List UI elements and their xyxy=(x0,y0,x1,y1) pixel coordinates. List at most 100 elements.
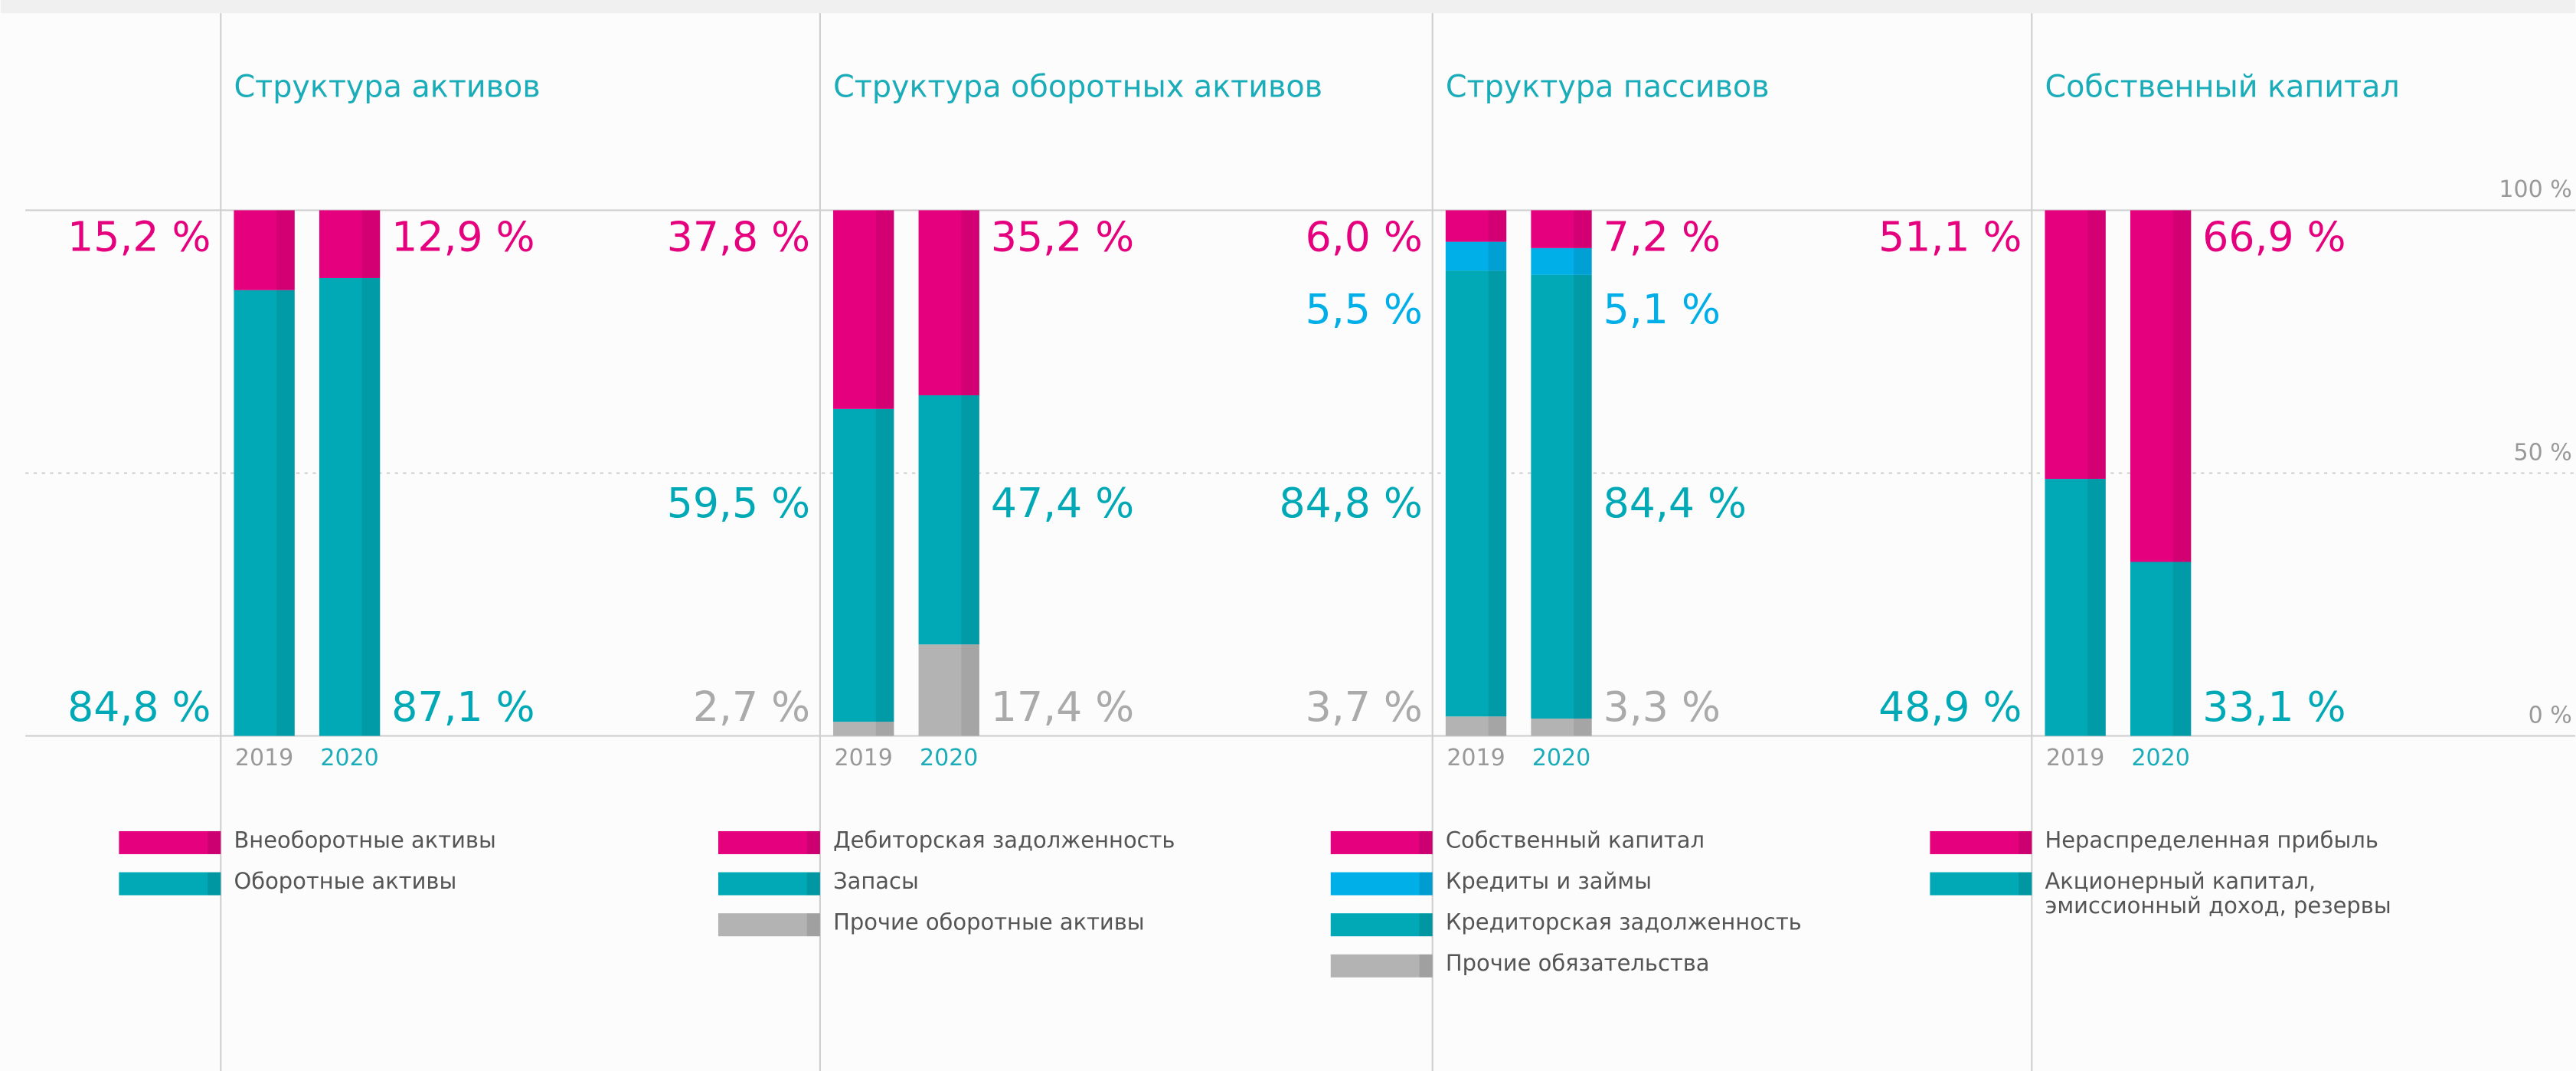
y-tick-label: 100 % xyxy=(2499,176,2571,203)
x-tick-label: 2020 xyxy=(320,745,378,771)
bar-segment xyxy=(234,290,295,736)
bar-segment xyxy=(2045,479,2106,736)
legend-item: Дебиторская задолженность xyxy=(833,829,1175,854)
bar-segment xyxy=(1531,247,1592,275)
legend-label: Внеоборотные активы xyxy=(234,829,496,854)
legend-swatch-shade xyxy=(806,830,820,854)
legend-label: Собственный капитал xyxy=(1445,829,1705,854)
value-label: 47,4 % xyxy=(991,479,1134,527)
value-label: 6,0 % xyxy=(1306,213,1423,261)
value-label: 2,7 % xyxy=(693,683,810,731)
panel-title: Структура оборотных активов xyxy=(833,69,1322,104)
x-tick-label: 2019 xyxy=(1447,745,1505,771)
legend-swatch xyxy=(718,913,820,937)
legend-swatch-shade xyxy=(208,872,221,896)
legend-label: Прочие оборотные активы xyxy=(833,912,1145,937)
bar-shade xyxy=(1574,718,1592,736)
bar-segment xyxy=(1531,718,1592,736)
legend-swatch xyxy=(1930,830,2032,854)
bar-shade xyxy=(875,210,894,409)
value-label: 15,2 % xyxy=(67,213,211,261)
bar-segment xyxy=(2045,210,2106,480)
legend-label: Кредиты и займы xyxy=(1445,870,1652,896)
bar-shade xyxy=(276,210,295,290)
legend-label: Акционерный капитал, эмиссионный доход, … xyxy=(2045,870,2391,920)
value-label: 3,7 % xyxy=(1306,683,1423,731)
bar-shade xyxy=(961,210,979,395)
bar-segment xyxy=(1531,274,1592,719)
bar-shade xyxy=(1574,210,1592,248)
bar-segment xyxy=(833,408,894,722)
top-strip xyxy=(0,0,2576,14)
legend-swatch xyxy=(119,872,221,896)
legend-swatch xyxy=(718,872,820,896)
legend-swatch xyxy=(1330,913,1433,937)
legend-label: Запасы xyxy=(833,870,919,896)
value-label: 17,4 % xyxy=(991,683,1134,731)
legend-swatch-shade xyxy=(1419,830,1433,854)
legend-swatch xyxy=(1330,954,1433,978)
legend-item: Оборотные активы xyxy=(234,870,457,896)
legend-swatch-shade xyxy=(806,872,820,896)
legend-item: Прочие оборотные активы xyxy=(833,912,1145,937)
value-label: 7,2 % xyxy=(1603,213,1721,261)
value-label: 5,1 % xyxy=(1603,285,1721,333)
bar-shade xyxy=(2172,210,2192,562)
x-tick-label: 2019 xyxy=(235,745,293,771)
legend-item: Кредиторская задолженность xyxy=(1445,912,1802,937)
x-tick-label: 2020 xyxy=(920,745,978,771)
bar-segment xyxy=(234,210,295,290)
bar-shade xyxy=(1488,716,1507,736)
legend-swatch-shade xyxy=(1419,954,1433,978)
bar-segment xyxy=(1445,210,1507,242)
value-label: 87,1 % xyxy=(391,683,534,731)
legend-item: Акционерный капитал, эмиссионный доход, … xyxy=(2045,870,2391,920)
value-label: 33,1 % xyxy=(2202,683,2346,731)
legend-item: Запасы xyxy=(833,870,919,896)
bar-segment xyxy=(1445,716,1507,736)
legend-swatch-shade xyxy=(2019,830,2032,854)
legend-swatch xyxy=(1930,872,2032,896)
bar-shade xyxy=(961,395,979,645)
value-label: 51,1 % xyxy=(1878,213,2022,261)
legend-swatch-shade xyxy=(2019,872,2032,896)
value-label: 37,8 % xyxy=(667,213,810,261)
bar-shade xyxy=(1488,210,1507,242)
bar-shade xyxy=(875,722,894,736)
bar-shade xyxy=(1574,247,1592,275)
bar-segment xyxy=(918,210,979,395)
legend-item: Кредиты и займы xyxy=(1445,870,1652,896)
legend-item: Собственный капитал xyxy=(1445,829,1705,854)
bar-segment xyxy=(1531,210,1592,248)
bar-shade xyxy=(2172,562,2192,736)
value-label: 3,3 % xyxy=(1603,683,1721,731)
legend-label: Оборотные активы xyxy=(234,870,457,896)
legend-item: Внеоборотные активы xyxy=(234,829,496,854)
legend-swatch-shade xyxy=(208,830,221,854)
legend-swatch xyxy=(718,830,820,854)
value-label: 59,5 % xyxy=(667,479,810,527)
bar-segment xyxy=(833,722,894,736)
bar-shade xyxy=(276,290,295,736)
legend-label: Дебиторская задолженность xyxy=(833,829,1175,854)
bar-segment xyxy=(1445,241,1507,271)
bar-shade xyxy=(361,210,381,278)
legend-label: Кредиторская задолженность xyxy=(1445,912,1802,937)
legend-label: Нераспределенная прибыль xyxy=(2045,829,2378,854)
value-label: 5,5 % xyxy=(1306,285,1423,333)
panel-title: Структура активов xyxy=(234,69,540,104)
legend-swatch xyxy=(1330,872,1433,896)
bar-segment xyxy=(918,644,979,736)
x-tick-label: 2020 xyxy=(2131,745,2189,771)
x-tick-label: 2020 xyxy=(1532,745,1590,771)
legend-label: Прочие обязательства xyxy=(1445,952,1710,978)
panel-title: Собственный капитал xyxy=(2045,69,2399,104)
legend-swatch-shade xyxy=(1419,913,1433,937)
bar-segment xyxy=(833,210,894,409)
legend-item: Нераспределенная прибыль xyxy=(2045,829,2378,854)
bar-segment xyxy=(918,395,979,645)
value-label: 66,9 % xyxy=(2202,213,2346,261)
y-tick-label: 50 % xyxy=(2514,439,2572,466)
bar-shade xyxy=(1488,241,1507,271)
